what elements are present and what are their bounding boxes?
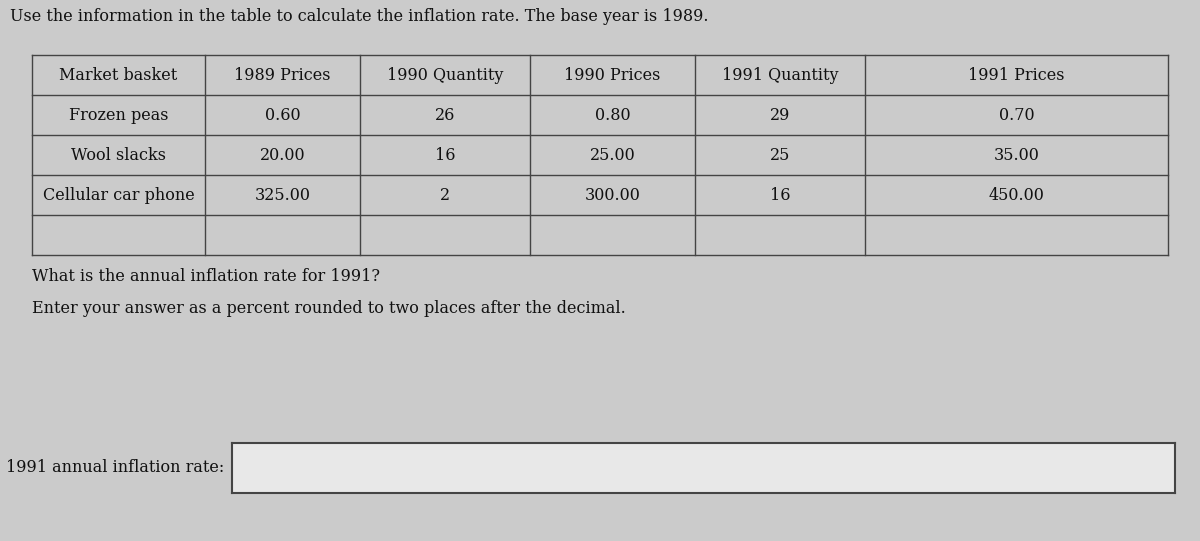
- Text: Wool slacks: Wool slacks: [71, 147, 166, 163]
- Text: 29: 29: [770, 107, 790, 123]
- Text: 35.00: 35.00: [994, 147, 1039, 163]
- Text: 0.70: 0.70: [998, 107, 1034, 123]
- Text: 25: 25: [770, 147, 790, 163]
- Text: 1991 Quantity: 1991 Quantity: [721, 67, 839, 83]
- Text: 1990 Quantity: 1990 Quantity: [386, 67, 503, 83]
- Text: 2: 2: [440, 187, 450, 203]
- Text: Use the information in the table to calculate the inflation rate. The base year : Use the information in the table to calc…: [10, 8, 708, 25]
- Text: 300.00: 300.00: [584, 187, 641, 203]
- Text: 26: 26: [434, 107, 455, 123]
- Text: 0.80: 0.80: [595, 107, 630, 123]
- Text: 25.00: 25.00: [589, 147, 635, 163]
- Text: Market basket: Market basket: [59, 67, 178, 83]
- Text: Enter your answer as a percent rounded to two places after the decimal.: Enter your answer as a percent rounded t…: [32, 300, 625, 317]
- Text: 450.00: 450.00: [989, 187, 1044, 203]
- Text: 1991 Prices: 1991 Prices: [968, 67, 1064, 83]
- Text: 1991 annual inflation rate:: 1991 annual inflation rate:: [6, 459, 224, 477]
- Text: 0.60: 0.60: [265, 107, 300, 123]
- Text: 20.00: 20.00: [259, 147, 305, 163]
- Text: Cellular car phone: Cellular car phone: [43, 187, 194, 203]
- Text: 1989 Prices: 1989 Prices: [234, 67, 331, 83]
- Text: Frozen peas: Frozen peas: [68, 107, 168, 123]
- Text: What is the annual inflation rate for 1991?: What is the annual inflation rate for 19…: [32, 268, 380, 285]
- Text: 16: 16: [434, 147, 455, 163]
- Text: 1990 Prices: 1990 Prices: [564, 67, 661, 83]
- Text: 325.00: 325.00: [254, 187, 311, 203]
- Text: 16: 16: [769, 187, 791, 203]
